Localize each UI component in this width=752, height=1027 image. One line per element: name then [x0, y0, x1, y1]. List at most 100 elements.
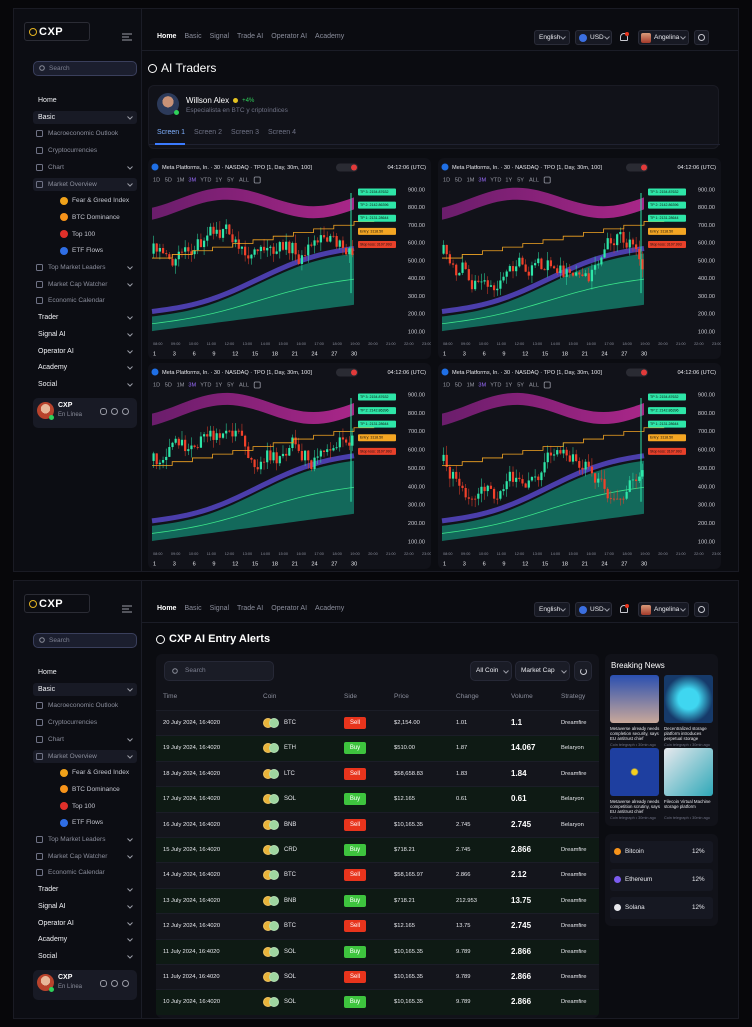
filter-select[interactable]: All Coin: [470, 661, 512, 681]
sidebar-item[interactable]: Cryptocurrencies: [33, 716, 137, 729]
sidebar-item[interactable]: Top 100: [33, 800, 137, 813]
settings-button[interactable]: [122, 980, 129, 987]
side-badge[interactable]: Sell: [344, 717, 366, 729]
coin-row[interactable]: Ethereum 12%: [610, 869, 713, 891]
sidebar-item[interactable]: ETF Flows: [33, 244, 137, 257]
timeframe[interactable]: YTD: [490, 177, 501, 183]
timeframe[interactable]: YTD: [200, 177, 211, 183]
filter-select[interactable]: Market Cap: [515, 661, 570, 681]
side-badge[interactable]: Buy: [344, 945, 366, 958]
sidebar-item[interactable]: Market Overview: [33, 177, 137, 191]
timeframe[interactable]: YTD: [200, 382, 211, 388]
timeframe[interactable]: ALL: [239, 382, 249, 388]
sidebar-item[interactable]: Market Overview: [33, 749, 137, 763]
sidebar-item[interactable]: Academy: [33, 361, 137, 374]
timeframe[interactable]: 1Y: [505, 177, 512, 183]
timeframe[interactable]: 1M: [177, 382, 185, 388]
side-badge[interactable]: Sell: [344, 767, 366, 780]
notifications[interactable]: [619, 604, 629, 615]
timeframe[interactable]: 1Y: [215, 177, 222, 183]
tab[interactable]: Screen 1: [157, 129, 186, 136]
sidebar-item[interactable]: Signal AI: [33, 328, 137, 341]
sidebar-item[interactable]: Home: [33, 666, 137, 679]
sidebar-item[interactable]: Social: [33, 378, 137, 391]
timeframe[interactable]: 5D: [165, 382, 172, 388]
timeframe[interactable]: 3M: [188, 382, 196, 388]
timeframe[interactable]: 5Y: [517, 177, 524, 183]
nav-link[interactable]: Signal: [209, 33, 230, 40]
sidebar-item[interactable]: Economic Calendar: [33, 294, 137, 307]
headset-button[interactable]: [111, 408, 118, 415]
timeframe[interactable]: 1M: [467, 177, 475, 183]
timeframe[interactable]: 1D: [443, 382, 450, 388]
side-badge[interactable]: Sell: [344, 920, 366, 933]
side-badge[interactable]: Buy: [344, 793, 366, 806]
currency-select[interactable]: USD: [575, 30, 612, 45]
nav-link[interactable]: Home: [157, 33, 177, 40]
sidebar-item[interactable]: Macroeconomic Outlook: [33, 127, 137, 140]
nav-link[interactable]: Academy: [315, 33, 345, 40]
timeframe[interactable]: 5D: [455, 382, 462, 388]
timeframe[interactable]: 1Y: [215, 382, 222, 388]
sidebar-item[interactable]: Trader: [33, 883, 137, 896]
sidebar-item[interactable]: Chart: [33, 161, 137, 174]
sidebar-item[interactable]: Market Cap Watcher: [33, 850, 137, 863]
settings-button[interactable]: [122, 408, 129, 415]
side-badge[interactable]: Sell: [344, 818, 366, 831]
tab[interactable]: Screen 2: [194, 129, 223, 136]
notifications[interactable]: [619, 32, 629, 43]
timeframe[interactable]: 5Y: [227, 382, 234, 388]
search-input[interactable]: Search: [164, 661, 274, 681]
sidebar-item[interactable]: Fear & Greed Index: [33, 766, 137, 779]
timeframe[interactable]: 1D: [443, 177, 450, 183]
nav-link[interactable]: Operator AI: [271, 605, 308, 612]
sidebar-item[interactable]: Chart: [33, 733, 137, 746]
timeframe[interactable]: 1M: [467, 382, 475, 388]
sidebar-item[interactable]: Social: [33, 950, 137, 963]
mic-button[interactable]: [100, 408, 107, 415]
nav-link[interactable]: Basic: [184, 605, 202, 612]
currency-select[interactable]: USD: [575, 602, 612, 617]
side-badge[interactable]: Sell: [344, 869, 366, 882]
sidebar-item[interactable]: ETF Flows: [33, 816, 137, 829]
sidebar-item[interactable]: Cryptocurrencies: [33, 144, 137, 157]
nav-link[interactable]: Operator AI: [271, 33, 308, 40]
language-select[interactable]: English: [534, 30, 570, 45]
timeframe[interactable]: 3M: [478, 382, 486, 388]
timeframe[interactable]: 5Y: [227, 177, 234, 183]
tab[interactable]: Screen 3: [231, 129, 260, 136]
coin-row[interactable]: Solana 12%: [610, 897, 713, 919]
sidebar-item[interactable]: BTC Dominance: [33, 211, 137, 224]
sidebar-item[interactable]: Trader: [33, 311, 137, 324]
sidebar-item[interactable]: Top Market Leaders: [33, 833, 137, 846]
user-menu[interactable]: Angelina: [638, 602, 689, 617]
sidebar-item[interactable]: Top Market Leaders: [33, 261, 137, 274]
settings-button[interactable]: [694, 602, 709, 617]
timeframe[interactable]: YTD: [490, 382, 501, 388]
coin-row[interactable]: Bitcoin 12%: [610, 841, 713, 863]
sidebar-item[interactable]: Macroeconomic Outlook: [33, 699, 137, 712]
timeframe[interactable]: ALL: [529, 382, 539, 388]
nav-link[interactable]: Trade AI: [237, 33, 264, 40]
nav-link[interactable]: Home: [157, 605, 177, 612]
user-menu[interactable]: Angelina: [638, 30, 689, 45]
refresh-button[interactable]: [574, 661, 592, 681]
timeframe[interactable]: 1M: [177, 177, 185, 183]
sidebar-item[interactable]: Academy: [33, 933, 137, 946]
timeframe[interactable]: 5D: [455, 177, 462, 183]
timeframe[interactable]: ALL: [529, 177, 539, 183]
timeframe[interactable]: 1D: [153, 177, 160, 183]
timeframe[interactable]: 5D: [165, 177, 172, 183]
tab[interactable]: Screen 4: [268, 129, 297, 136]
search-input[interactable]: Search: [33, 61, 137, 76]
language-select[interactable]: English: [534, 602, 570, 617]
sidebar-item[interactable]: Home: [33, 94, 137, 107]
sidebar-item[interactable]: Basic: [33, 682, 137, 696]
nav-link[interactable]: Signal: [209, 605, 230, 612]
nav-link[interactable]: Academy: [315, 605, 345, 612]
timeframe[interactable]: 1D: [153, 382, 160, 388]
nav-link[interactable]: Basic: [184, 33, 202, 40]
side-badge[interactable]: Buy: [344, 742, 366, 755]
sidebar-item[interactable]: Economic Calendar: [33, 866, 137, 879]
sidebar-item[interactable]: BTC Dominance: [33, 783, 137, 796]
